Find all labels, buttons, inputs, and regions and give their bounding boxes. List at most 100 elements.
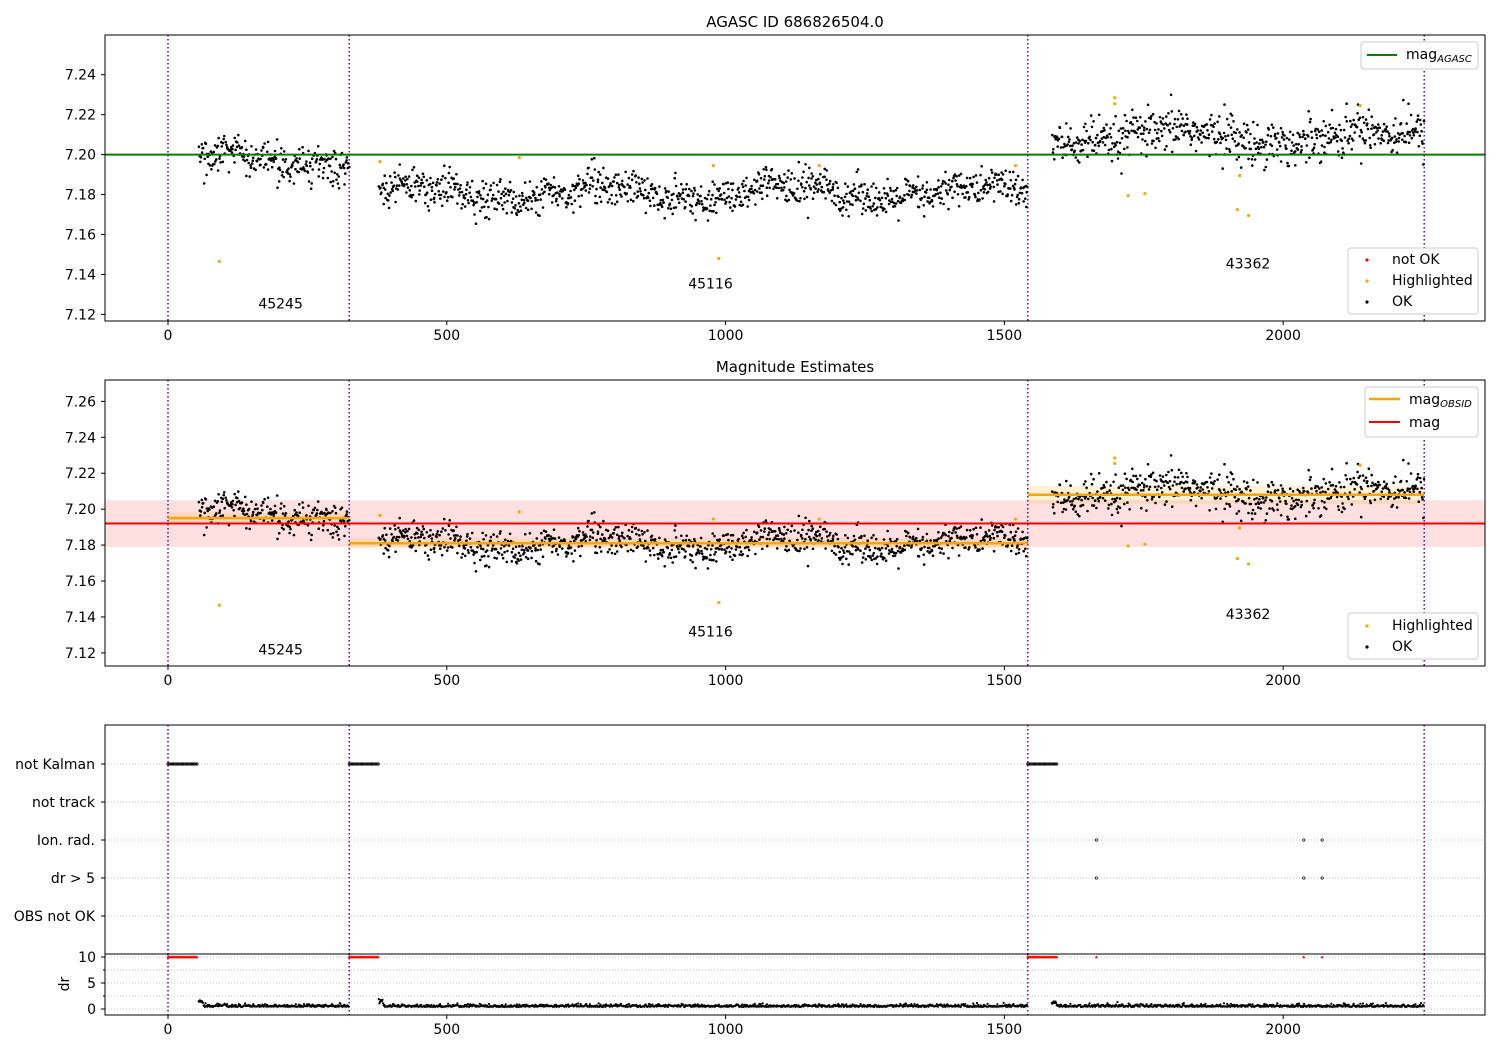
ok-point: [805, 180, 808, 184]
ok-point: [1319, 514, 1323, 517]
ok-point: [1207, 490, 1211, 493]
highlighted-point: [217, 259, 221, 264]
ok-point: [788, 188, 791, 192]
ok-point: [1258, 138, 1262, 142]
ok-point: [490, 549, 494, 552]
ok-point: [387, 555, 391, 559]
ok-point: [1349, 119, 1352, 123]
x-tick-label: 0: [164, 673, 173, 689]
ok-point: [907, 544, 911, 547]
ok-point: [485, 564, 488, 567]
dr-point: [456, 1002, 459, 1005]
ok-point: [526, 549, 530, 552]
ok-point: [894, 551, 898, 555]
ok-point: [557, 185, 561, 188]
ok-point: [220, 145, 224, 148]
ok-point: [763, 530, 766, 533]
ok-point: [875, 562, 879, 566]
y-tick-label: 7.12: [65, 646, 96, 662]
ok-point: [456, 551, 459, 555]
ok-point: [729, 206, 732, 209]
dr-point: [575, 1003, 578, 1006]
ok-point: [1404, 140, 1408, 144]
ok-point: [552, 528, 556, 531]
ok-point: [837, 545, 840, 549]
agasc-axes: 050010001500200025007.127.147.167.187.20…: [65, 68, 1301, 344]
ok-point: [1288, 130, 1292, 134]
ok-point: [705, 207, 709, 210]
ok-point: [1140, 124, 1144, 127]
ok-point: [487, 555, 490, 558]
ok-point: [443, 545, 446, 549]
ok-point: [397, 184, 401, 187]
ok-point: [862, 202, 866, 206]
ok-point: [775, 547, 779, 550]
ok-point: [689, 558, 692, 562]
ok-point: [634, 174, 638, 177]
ok-point: [437, 190, 441, 193]
ok-point: [776, 182, 780, 186]
ok-point: [693, 537, 696, 541]
ok-point: [1150, 473, 1153, 476]
ok-point: [481, 531, 484, 535]
ok-point: [1408, 487, 1411, 491]
ok-point: [1377, 480, 1380, 484]
ok-point: [885, 192, 889, 195]
ok-point: [1157, 128, 1160, 131]
ok-point: [1138, 483, 1142, 487]
ok-point: [1173, 480, 1176, 484]
ok-point: [897, 219, 900, 222]
ok-point: [479, 209, 482, 213]
ok-point: [817, 539, 820, 542]
ok-point: [1152, 495, 1155, 499]
ok-point: [549, 535, 553, 538]
ok-point: [956, 536, 959, 539]
ok-point: [799, 197, 802, 200]
ok-point: [667, 556, 670, 559]
ok-point: [617, 537, 621, 540]
ok-point: [868, 548, 872, 552]
ok-point: [845, 200, 849, 203]
ok-point: [1184, 130, 1187, 134]
ok-point: [674, 524, 677, 527]
ok-point: [346, 162, 350, 165]
ok-point: [305, 514, 308, 517]
ok-point: [759, 176, 763, 180]
ok-point: [1300, 500, 1303, 504]
ok-point: [251, 510, 255, 514]
ok-point: [709, 553, 712, 557]
ok-point: [667, 190, 670, 193]
ok-point: [1107, 503, 1111, 507]
ok-point: [1136, 477, 1139, 481]
ok-point: [1328, 123, 1331, 126]
ok-point: [791, 544, 795, 548]
ok-point: [411, 544, 415, 547]
ok-point: [1158, 115, 1162, 119]
ok-point: [1167, 112, 1170, 115]
ok-point: [674, 536, 678, 539]
ok-point: [832, 183, 835, 186]
ok-point: [1420, 129, 1423, 133]
ok-point: [1160, 486, 1163, 490]
ok-point: [1335, 139, 1339, 143]
ok-point: [810, 529, 813, 532]
dr-clipped-marker: [1055, 955, 1059, 959]
ok-point: [519, 554, 522, 558]
ok-point: [1366, 122, 1369, 125]
ok-point: [797, 514, 801, 518]
ok-point: [782, 533, 786, 536]
ok-point: [511, 197, 515, 200]
ok-point: [939, 551, 942, 554]
ok-point: [713, 553, 716, 556]
ok-point: [495, 208, 499, 211]
ok-point: [580, 194, 583, 197]
ok-point: [301, 506, 305, 510]
ok-point: [581, 538, 584, 542]
ok-point: [767, 181, 770, 185]
ok-point: [420, 178, 423, 182]
ok-point: [835, 181, 838, 185]
ok-point: [617, 186, 621, 189]
ok-point: [314, 160, 318, 163]
ok-point: [1024, 547, 1027, 551]
ok-point: [861, 207, 865, 210]
